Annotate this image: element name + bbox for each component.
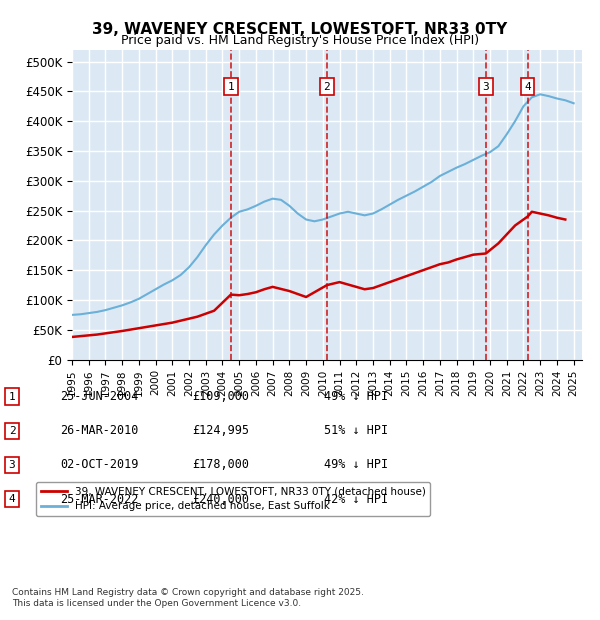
Text: 49% ↓ HPI: 49% ↓ HPI [324, 391, 388, 403]
Text: 1: 1 [8, 392, 16, 402]
Text: 3: 3 [482, 82, 489, 92]
Text: 49% ↓ HPI: 49% ↓ HPI [324, 459, 388, 471]
Text: 2: 2 [323, 82, 331, 92]
Text: £178,000: £178,000 [192, 459, 249, 471]
Text: 4: 4 [524, 82, 531, 92]
Text: 4: 4 [8, 494, 16, 504]
Text: 1: 1 [227, 82, 234, 92]
Text: 02-OCT-2019: 02-OCT-2019 [60, 459, 139, 471]
Text: £124,995: £124,995 [192, 425, 249, 437]
Legend: 39, WAVENEY CRESCENT, LOWESTOFT, NR33 0TY (detached house), HPI: Average price, : 39, WAVENEY CRESCENT, LOWESTOFT, NR33 0T… [37, 482, 430, 516]
Text: 26-MAR-2010: 26-MAR-2010 [60, 425, 139, 437]
Text: 25-JUN-2004: 25-JUN-2004 [60, 391, 139, 403]
Text: 42% ↓ HPI: 42% ↓ HPI [324, 493, 388, 505]
Text: 39, WAVENEY CRESCENT, LOWESTOFT, NR33 0TY: 39, WAVENEY CRESCENT, LOWESTOFT, NR33 0T… [92, 22, 508, 37]
Text: £240,000: £240,000 [192, 493, 249, 505]
Text: 3: 3 [8, 460, 16, 470]
Text: Price paid vs. HM Land Registry's House Price Index (HPI): Price paid vs. HM Land Registry's House … [121, 34, 479, 47]
Text: £109,000: £109,000 [192, 391, 249, 403]
Text: 2: 2 [8, 426, 16, 436]
Text: 25-MAR-2022: 25-MAR-2022 [60, 493, 139, 505]
Text: Contains HM Land Registry data © Crown copyright and database right 2025.
This d: Contains HM Land Registry data © Crown c… [12, 588, 364, 608]
Text: 51% ↓ HPI: 51% ↓ HPI [324, 425, 388, 437]
